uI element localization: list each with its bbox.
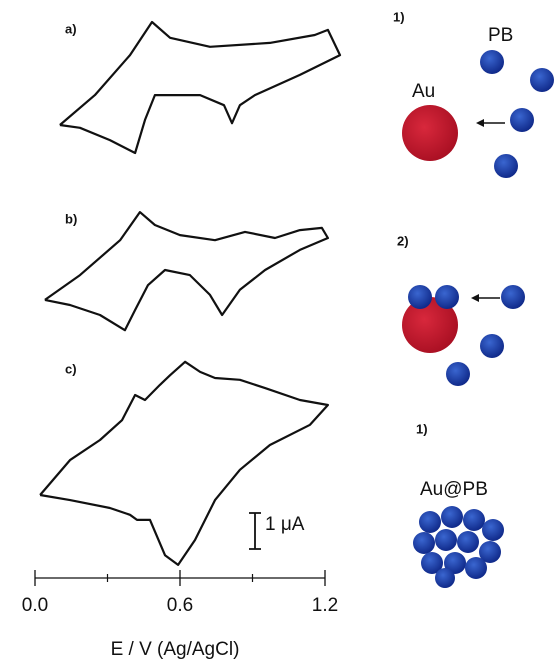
pb-label: PB <box>488 25 513 46</box>
scale-bar-label: 1 μA <box>265 514 305 535</box>
pb-particle <box>530 68 554 92</box>
au-label: Au <box>412 81 435 102</box>
au-particle <box>402 105 458 161</box>
pb-particle <box>435 285 459 309</box>
panel-label: b) <box>65 212 77 227</box>
au-pb-cluster <box>413 506 504 588</box>
pb-particle <box>510 108 534 132</box>
x-tick-label: 1.2 <box>312 595 338 616</box>
step-label: 2) <box>397 233 409 248</box>
step-label: 1) <box>416 421 428 436</box>
x-tick-label: 0.6 <box>167 595 193 616</box>
pb-particle <box>408 285 432 309</box>
figure: 1) PB Au 2) 1) Au@PB 0.0 0.6 1.2 E / V (Ag/… <box>0 0 554 665</box>
pb-particle <box>480 334 504 358</box>
product-label: Au@PB <box>420 479 488 500</box>
arrow-head <box>476 119 484 127</box>
x-tick-label: 0.0 <box>22 595 48 616</box>
pb-particle <box>494 154 518 178</box>
step-label: 1) <box>393 9 405 24</box>
pb-particle <box>446 362 470 386</box>
scale-bar <box>249 513 261 549</box>
cv-curve <box>45 212 328 330</box>
schematic: 1) PB Au 2) 1) Au@PB <box>393 9 554 588</box>
cv-curve <box>60 22 340 153</box>
x-axis-label: E / V (Ag/AgCl) <box>111 639 240 660</box>
arrow-head <box>471 294 479 302</box>
panel-label: c) <box>65 361 77 376</box>
pb-particle <box>480 50 504 74</box>
pb-particle <box>501 285 525 309</box>
panel-label: a) <box>65 21 77 36</box>
